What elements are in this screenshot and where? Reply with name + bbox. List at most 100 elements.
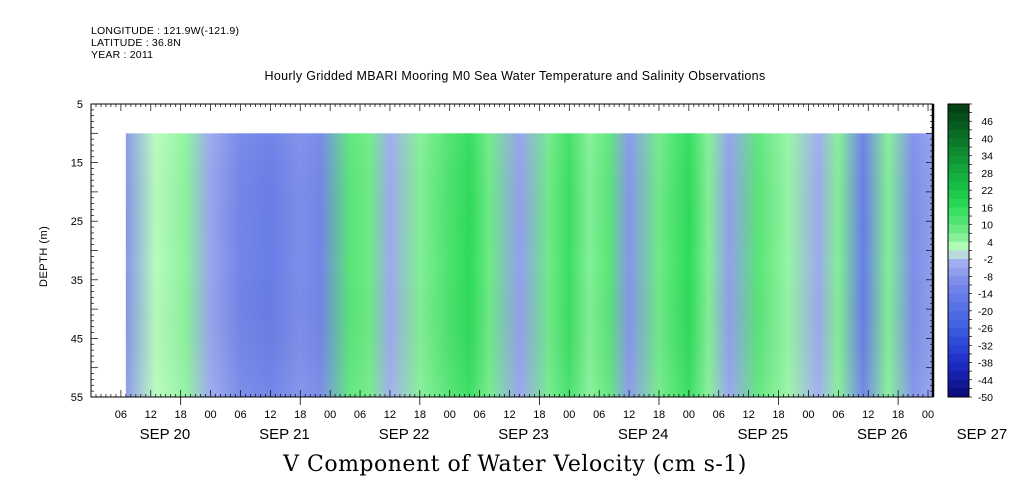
colorbar-bin — [948, 104, 969, 114]
x-day-label: SEP 25 — [737, 426, 788, 443]
x-hour-label: 12 — [145, 409, 157, 421]
colorbar-bin — [948, 388, 969, 398]
latitude-label: LATITUDE : 36.8N — [91, 37, 181, 49]
x-hour-label: 00 — [563, 409, 575, 421]
colorbar-bin — [948, 138, 969, 148]
colorbar-label: 34 — [981, 151, 993, 163]
colorbar-label: -8 — [984, 271, 993, 283]
axes: 06 12 18 00 06 12 18 00 06 12 18 00 06 12 18 00 06 12 18 00… — [71, 99, 1008, 443]
x-axis-label: V Component of Water Velocity (cm s-1) — [283, 452, 747, 477]
x-hour-label: 18 — [772, 409, 784, 421]
colorbar-bin — [948, 267, 969, 277]
x-hour-label: 18 — [175, 409, 187, 421]
y-tick-label: 35 — [71, 275, 83, 287]
colorbar-bin — [948, 328, 969, 338]
colorbar-bin — [948, 379, 969, 389]
x-hour-label: 12 — [384, 409, 396, 421]
colorbar-label: -38 — [978, 358, 993, 370]
x-hour-label: 00 — [802, 409, 814, 421]
colorbar-bin — [948, 259, 969, 269]
y-tick-label: 55 — [71, 392, 83, 404]
colorbar-bin — [948, 362, 969, 372]
colorbar-bin — [948, 198, 969, 208]
x-hour-label: 18 — [533, 409, 545, 421]
colorbar-label: 10 — [981, 220, 993, 232]
colorbar-bin — [948, 336, 969, 346]
colorbar-label: 28 — [981, 168, 993, 180]
colorbar-label: -32 — [978, 340, 993, 352]
colorbar-label: 40 — [981, 133, 993, 145]
x-day-label: SEP 27 — [957, 426, 1008, 443]
colorbar-bin — [948, 207, 969, 217]
x-hour-label: 00 — [324, 409, 336, 421]
colorbar-label: 46 — [981, 116, 993, 128]
colorbar-bin — [948, 302, 969, 312]
x-hour-label: 00 — [683, 409, 695, 421]
x-day-label: SEP 23 — [498, 426, 549, 443]
x-hour-label: 12 — [623, 409, 635, 421]
x-hour-label: 18 — [414, 409, 426, 421]
colorbar-bin — [948, 353, 969, 363]
colorbar-bin — [948, 319, 969, 329]
x-hour-label: 06 — [713, 409, 725, 421]
x-hour-label: 00 — [204, 409, 216, 421]
x-hour-label: 06 — [115, 409, 127, 421]
colorbar-bin — [948, 164, 969, 174]
colorbar-bin — [948, 276, 969, 286]
colorbar-bin — [948, 129, 969, 139]
colorbar-label: -2 — [984, 254, 993, 266]
x-hour-label: 00 — [922, 409, 934, 421]
colorbar-bin — [948, 224, 969, 234]
y-tick-label: 45 — [71, 333, 83, 345]
x-hour-label: 06 — [234, 409, 246, 421]
colorbar-label: 4 — [987, 237, 993, 249]
year-label: YEAR : 2011 — [91, 49, 154, 61]
colorbar-bin — [948, 172, 969, 182]
y-tick-label: 5 — [77, 99, 83, 111]
x-hour-label: 12 — [743, 409, 755, 421]
x-hour-label: 18 — [892, 409, 904, 421]
colorbar-bin — [948, 216, 969, 226]
colorbar-bin — [948, 147, 969, 157]
x-hour-label: 06 — [354, 409, 366, 421]
x-hour-label: 00 — [444, 409, 456, 421]
x-day-label: SEP 21 — [259, 426, 310, 443]
colorbar-label: -50 — [978, 392, 993, 404]
x-hour-label: 06 — [832, 409, 844, 421]
colorbar-label: -26 — [978, 323, 993, 335]
colorbar-label: -14 — [978, 289, 993, 301]
x-hour-label: 12 — [503, 409, 515, 421]
colorbar-label: -20 — [978, 306, 993, 318]
colorbar-bin — [948, 250, 969, 260]
x-day-label: SEP 20 — [140, 426, 191, 443]
colorbar-bin — [948, 155, 969, 165]
colorbar-bin — [948, 241, 969, 251]
depth-shading — [125, 133, 934, 398]
chart-title: Hourly Gridded MBARI Mooring M0 Sea Wate… — [264, 69, 766, 83]
x-day-label: SEP 24 — [618, 426, 669, 443]
x-hour-label: 06 — [473, 409, 485, 421]
colorbar-label: 22 — [981, 185, 993, 197]
colorbar-bin — [948, 112, 969, 122]
colorbar: 46 40 34 28 22 16 10 4 -2 -8 -14 -20 -26 -32 -38 -44 -50 — [947, 103, 993, 404]
x-hour-label: 18 — [294, 409, 306, 421]
x-hour-label: 12 — [264, 409, 276, 421]
colorbar-bin — [948, 284, 969, 294]
longitude-label: LONGITUDE : 121.9W(-121.9) — [91, 25, 240, 37]
colorbar-bin — [948, 293, 969, 303]
colorbar-label: 16 — [981, 202, 993, 214]
x-day-label: SEP 22 — [379, 426, 430, 443]
x-hour-label: 12 — [862, 409, 874, 421]
y-tick-label: 15 — [71, 158, 83, 170]
colorbar-bin — [948, 310, 969, 320]
y-tick-label: 25 — [71, 216, 83, 228]
x-day-label: SEP 26 — [857, 426, 908, 443]
colorbar-bin — [948, 181, 969, 191]
colorbar-label: -44 — [978, 375, 993, 387]
colorbar-bin — [948, 233, 969, 243]
colorbar-bin — [948, 371, 969, 381]
heatmap-data-area — [125, 133, 934, 398]
colorbar-bin — [948, 121, 969, 131]
x-hour-label: 18 — [653, 409, 665, 421]
